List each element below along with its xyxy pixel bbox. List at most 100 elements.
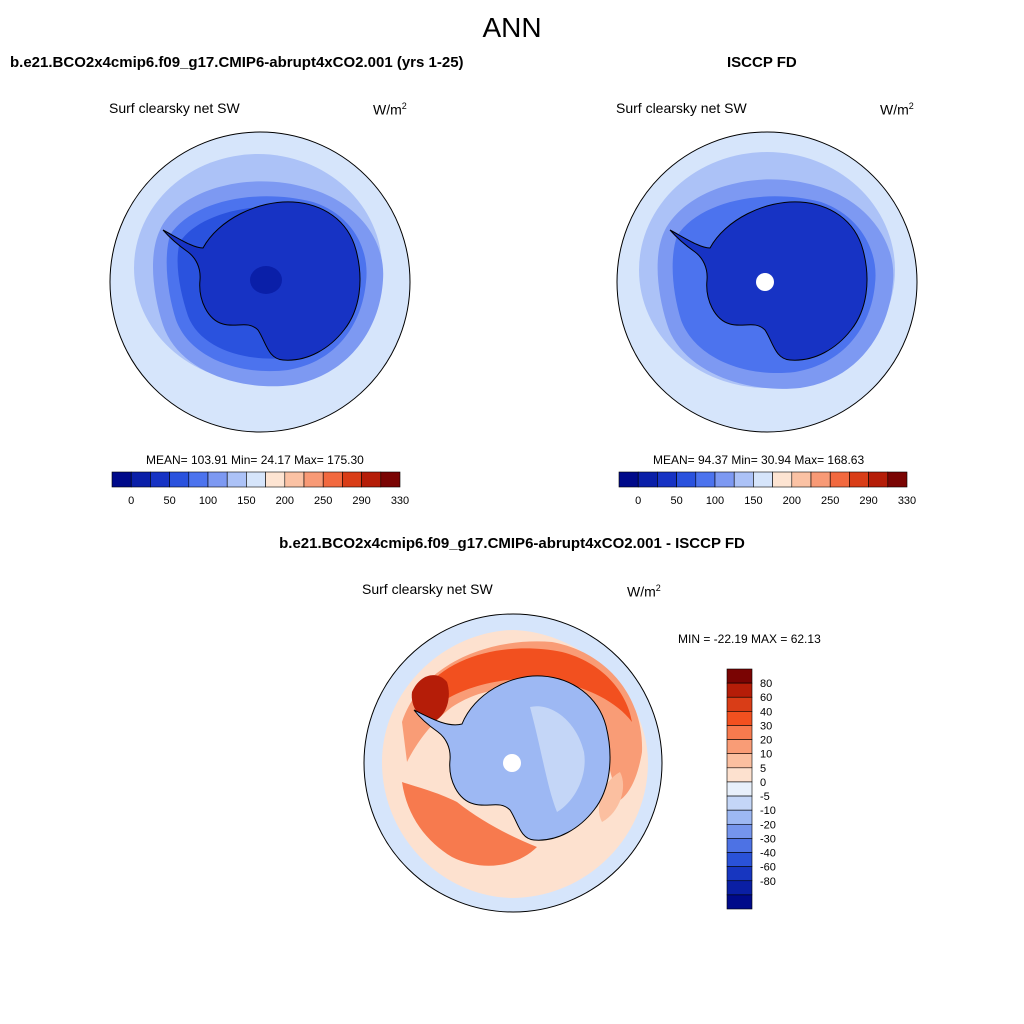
panel2-stats: MEAN= 94.37 Min= 30.94 Max= 168.63: [653, 453, 865, 467]
colorbar-box: [284, 471, 305, 488]
colorbar-tick-label: 0: [635, 495, 641, 507]
pole-missing-data: [503, 754, 521, 772]
colorbar-labels: 80 60 40 30 20 10 5 0 -5 -10 -20 -30 -40 -60 -80: [760, 678, 776, 888]
colorbar-box: [637, 471, 658, 488]
colorbar-box: [726, 781, 753, 797]
panel3-colorbar: 80 60 40 30 20 10 5 0 -5 -10 -20 -30 -40 -60 -80: [726, 668, 776, 910]
colorbar-box: [676, 471, 697, 488]
map-max-region: [411, 675, 449, 722]
colorbar-box: [695, 471, 716, 488]
map-band-40: [422, 648, 632, 722]
panel3-title: b.e21.BCO2x4cmip6.f09_g17.CMIP6-abrupt4x…: [279, 535, 745, 552]
colorbar-tick-label: 10: [760, 749, 772, 761]
colorbar-box: [868, 471, 889, 488]
colorbar-box: [791, 471, 812, 488]
map-boundary: [109, 131, 411, 433]
colorbar-tick-label: 30: [760, 720, 772, 732]
colorbar-box: [380, 471, 401, 488]
panel2-variable: Surf clearsky net SW: [616, 100, 747, 116]
colorbar-box: [726, 894, 753, 910]
colorbar-box: [726, 696, 753, 712]
colorbar-tick-label: 50: [670, 495, 682, 507]
map-boundary: [616, 131, 918, 433]
colorbar-box: [226, 471, 247, 488]
panel2-colorbar: 0 50 100 150 200 250 290 330: [618, 471, 916, 507]
colorbar-box: [726, 880, 753, 896]
colorbar-box: [726, 866, 753, 882]
colorbar-tick-label: 290: [859, 495, 877, 507]
panel1-stats: MEAN= 103.91 Min= 24.17 Max= 175.30: [146, 453, 364, 467]
colorbar-box: [726, 823, 753, 839]
panel3-stats: MIN = -22.19 MAX = 62.13: [678, 632, 821, 646]
colorbar-tick-label: 100: [706, 495, 724, 507]
colorbar-box: [303, 471, 324, 488]
colorbar-box: [657, 471, 677, 488]
colorbar-box: [726, 668, 753, 684]
colorbar-boxes: [111, 471, 401, 488]
panel1-units: W/m2: [373, 101, 407, 118]
colorbar-box: [342, 471, 362, 488]
colorbar-tick-label: -10: [760, 805, 776, 817]
colorbar-box: [726, 809, 753, 825]
colorbar-tick-label: 60: [760, 692, 772, 704]
colorbar-box: [361, 471, 382, 488]
map-band-30-south: [402, 782, 537, 866]
colorbar-tick-label: 0: [760, 777, 766, 789]
panel3-polar-map: [363, 613, 663, 913]
panel3-variable: Surf clearsky net SW: [362, 581, 493, 597]
panel1-polar-map: [109, 131, 411, 433]
colorbar-tick-label: 100: [199, 495, 217, 507]
colorbar-box: [829, 471, 850, 488]
colorbar-tick-label: -30: [760, 833, 776, 845]
colorbar-box: [714, 471, 735, 488]
colorbar-box: [726, 852, 753, 867]
colorbar-box: [726, 711, 753, 726]
colorbar-box: [618, 471, 639, 488]
map-boundary: [363, 613, 663, 913]
panel1-variable: Surf clearsky net SW: [109, 100, 240, 116]
colorbar-box: [810, 471, 831, 488]
colorbar-box: [150, 471, 170, 488]
colorbar-tick-label: 330: [898, 495, 916, 507]
colorbar-tick-label: 200: [783, 495, 801, 507]
colorbar-box: [726, 725, 753, 740]
colorbar-box: [726, 682, 753, 698]
main-title: ANN: [482, 12, 542, 43]
colorbar-box: [772, 471, 793, 488]
colorbar-tick-label: 5: [760, 763, 766, 775]
map-band-neg5: [530, 706, 585, 812]
colorbar-box: [265, 471, 286, 488]
colorbar-tick-label: 40: [760, 706, 772, 718]
colorbar-tick-label: -80: [760, 876, 776, 888]
colorbar-box: [111, 471, 132, 488]
colorbar-tick-label: -40: [760, 848, 776, 860]
colorbar-tick-label: 80: [760, 678, 772, 690]
colorbar-labels: 0 50 100 150 200 250 290 330: [128, 495, 409, 507]
colorbar-box: [169, 471, 190, 488]
colorbar-tick-label: 150: [744, 495, 762, 507]
colorbar-boxes: [618, 471, 908, 488]
colorbar-tick-label: 0: [128, 495, 134, 507]
colorbar-box: [246, 471, 266, 488]
colorbar-box: [726, 838, 753, 853]
colorbar-tick-label: 200: [276, 495, 294, 507]
colorbar-box: [726, 739, 753, 755]
colorbar-labels: 0 50 100 150 200 250 290 330: [635, 495, 916, 507]
colorbar-box: [188, 471, 209, 488]
colorbar-box: [726, 795, 753, 811]
colorbar-tick-label: -60: [760, 862, 776, 874]
colorbar-tick-label: -20: [760, 819, 776, 831]
pole-missing-data: [756, 273, 774, 291]
colorbar-box: [887, 471, 908, 488]
colorbar-box: [207, 471, 228, 488]
colorbar-box: [726, 767, 753, 783]
colorbar-box: [130, 471, 151, 488]
colorbar-box: [726, 753, 753, 769]
map-minimum-region: [250, 266, 282, 294]
colorbar-tick-label: 50: [163, 495, 175, 507]
colorbar-tick-label: 150: [237, 495, 255, 507]
panel3-units: W/m2: [627, 583, 661, 600]
colorbar-boxes: [726, 668, 753, 910]
colorbar-tick-label: 330: [391, 495, 409, 507]
colorbar-tick-label: 250: [821, 495, 839, 507]
